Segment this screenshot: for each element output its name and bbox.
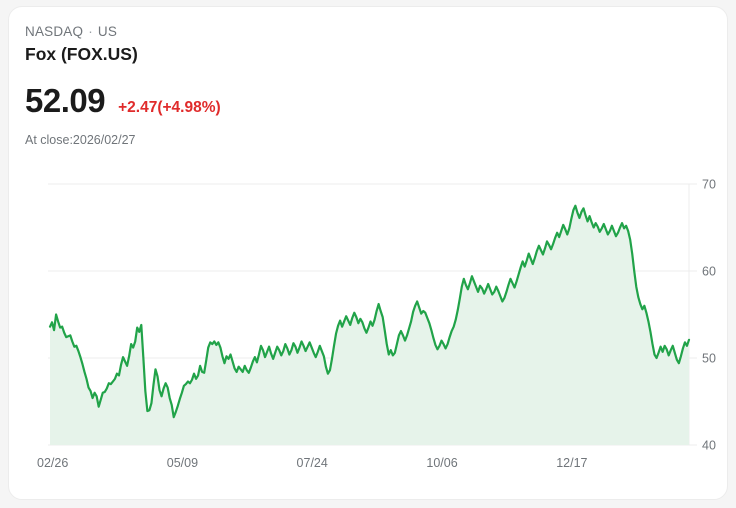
price-chart-svg[interactable]: 70 60 50 40 02/26 05/09 07/24 10/06 12/17 [9, 167, 727, 487]
y-tick-label: 70 [702, 178, 716, 192]
chart-y-axis: 70 60 50 40 [689, 178, 716, 453]
price-value: 52.09 [25, 82, 106, 119]
y-tick-label: 40 [702, 439, 716, 453]
y-tick-label: 50 [702, 352, 716, 366]
close-timestamp: At close:2026/02/27 [25, 133, 136, 147]
x-tick-label: 10/06 [426, 456, 457, 470]
quote-header: NASDAQ · US Fox (FOX.US) 52.09 +2.47(+4.98… [25, 23, 525, 148]
stock-quote-card: NASDAQ · US Fox (FOX.US) 52.09 +2.47(+4.98… [8, 6, 728, 500]
exchange-region-row: NASDAQ · US [25, 23, 525, 41]
y-tick-label: 60 [702, 265, 716, 279]
price-change: +2.47(+4.98%) [118, 99, 221, 116]
region-label: US [97, 24, 118, 39]
x-tick-label: 05/09 [167, 456, 198, 470]
price-chart[interactable]: 70 60 50 40 02/26 05/09 07/24 10/06 12/17 [9, 167, 727, 487]
separator-dot: · [88, 24, 93, 39]
chart-x-axis: 02/26 05/09 07/24 10/06 12/17 [37, 456, 588, 470]
x-tick-label: 07/24 [297, 456, 328, 470]
price-row: 52.09 +2.47(+4.98%) [25, 83, 525, 119]
x-tick-label: 12/17 [556, 456, 587, 470]
x-tick-label: 02/26 [37, 456, 68, 470]
page-title: Fox (FOX.US) [25, 44, 138, 64]
exchange-label: NASDAQ [25, 24, 84, 39]
chart-line [48, 204, 691, 419]
